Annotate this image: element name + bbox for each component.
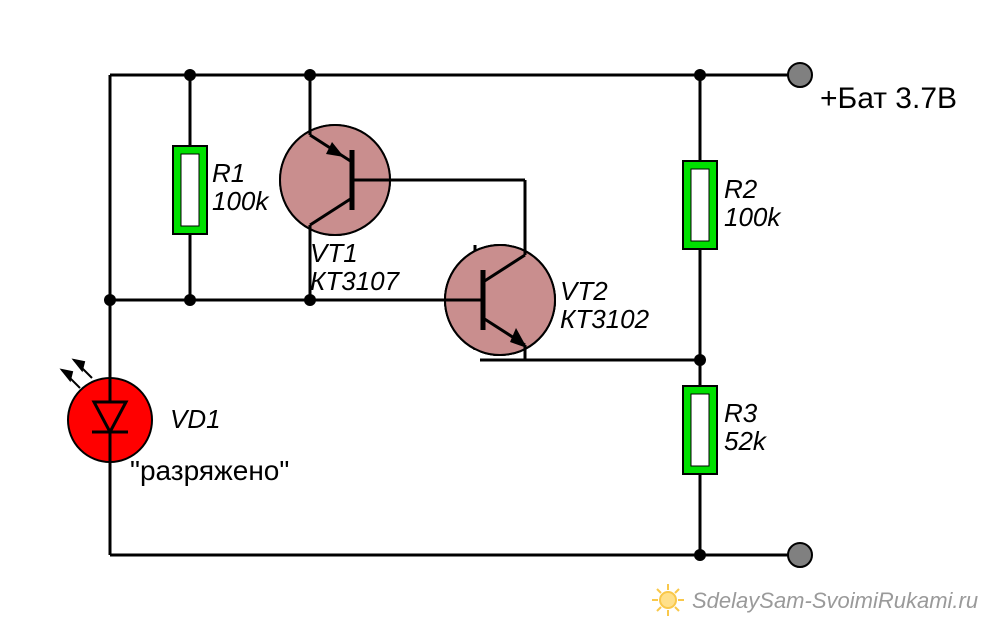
watermark-text: SdelaySam-SvoimiRukami.ru — [692, 588, 978, 613]
label-vt1-ref: VT1 — [310, 238, 358, 268]
label-vt2-ref: VT2 — [560, 276, 608, 306]
label-r1-ref: R1 — [212, 158, 245, 188]
label-vd1-ref: VD1 — [170, 404, 221, 434]
transistor-vt2-final — [445, 245, 555, 355]
label-vt2-part: КТ3102 — [560, 304, 650, 334]
label-r2-val: 100k — [724, 202, 782, 232]
node-r3-bot — [694, 549, 706, 561]
node-r2-top — [694, 69, 706, 81]
label-r3-val: 52k — [724, 426, 768, 456]
node-r1-bot — [184, 294, 196, 306]
terminal-minus — [788, 543, 812, 567]
transistor-vt1-redraw — [280, 125, 390, 235]
patch1 — [470, 175, 480, 245]
resistor-r1 — [173, 146, 207, 234]
node-r1-top — [184, 69, 196, 81]
terminal-plus — [788, 63, 812, 87]
resistor-r3 — [683, 386, 717, 474]
led-vd1-final — [62, 360, 152, 462]
watermark-sun — [652, 584, 684, 616]
node-vt1-top — [304, 69, 316, 81]
patch2 — [470, 350, 480, 365]
label-r1-val: 100k — [212, 186, 270, 216]
label-vd1-caption: "разряжено" — [130, 455, 289, 486]
label-vt1-part: КТ3107 — [310, 266, 401, 296]
label-r3-ref: R3 — [724, 398, 758, 428]
label-power: +Бат 3.7В — [820, 82, 957, 115]
resistor-r2 — [683, 161, 717, 249]
label-r2-ref: R2 — [724, 174, 758, 204]
